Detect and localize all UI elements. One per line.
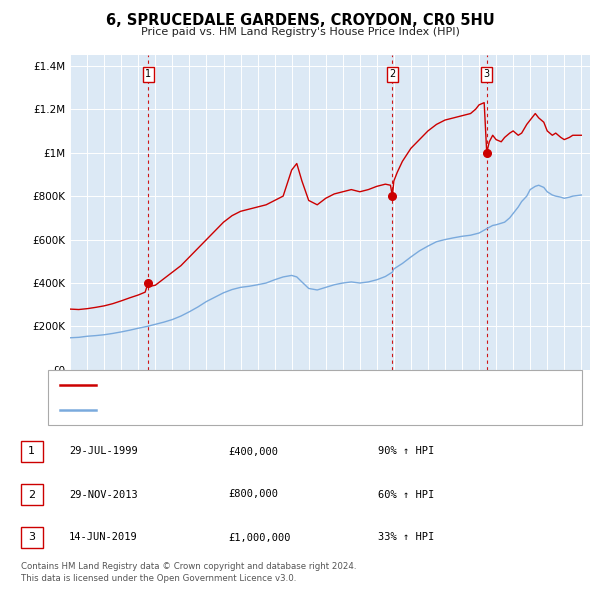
Text: 1: 1 [145, 70, 151, 80]
Text: 2: 2 [389, 70, 395, 80]
Text: £400,000: £400,000 [228, 447, 278, 457]
Text: 6, SPRUCEDALE GARDENS, CROYDON, CR0 5HU (detached house): 6, SPRUCEDALE GARDENS, CROYDON, CR0 5HU … [105, 381, 428, 391]
Text: £800,000: £800,000 [228, 490, 278, 500]
Text: 29-JUL-1999: 29-JUL-1999 [69, 447, 138, 457]
Text: 14-JUN-2019: 14-JUN-2019 [69, 533, 138, 542]
Text: 2: 2 [28, 490, 35, 500]
Text: HPI: Average price, detached house, Croydon: HPI: Average price, detached house, Croy… [105, 405, 326, 415]
Text: 29-NOV-2013: 29-NOV-2013 [69, 490, 138, 500]
Text: Contains HM Land Registry data © Crown copyright and database right 2024.
This d: Contains HM Land Registry data © Crown c… [21, 562, 356, 583]
Text: 3: 3 [484, 70, 490, 80]
Text: 1: 1 [28, 447, 35, 457]
Text: 3: 3 [28, 533, 35, 542]
Text: £1,000,000: £1,000,000 [228, 533, 290, 542]
Text: 33% ↑ HPI: 33% ↑ HPI [378, 533, 434, 542]
Text: 6, SPRUCEDALE GARDENS, CROYDON, CR0 5HU: 6, SPRUCEDALE GARDENS, CROYDON, CR0 5HU [106, 13, 494, 28]
Text: Price paid vs. HM Land Registry's House Price Index (HPI): Price paid vs. HM Land Registry's House … [140, 27, 460, 37]
Text: 90% ↑ HPI: 90% ↑ HPI [378, 447, 434, 457]
Text: 60% ↑ HPI: 60% ↑ HPI [378, 490, 434, 500]
